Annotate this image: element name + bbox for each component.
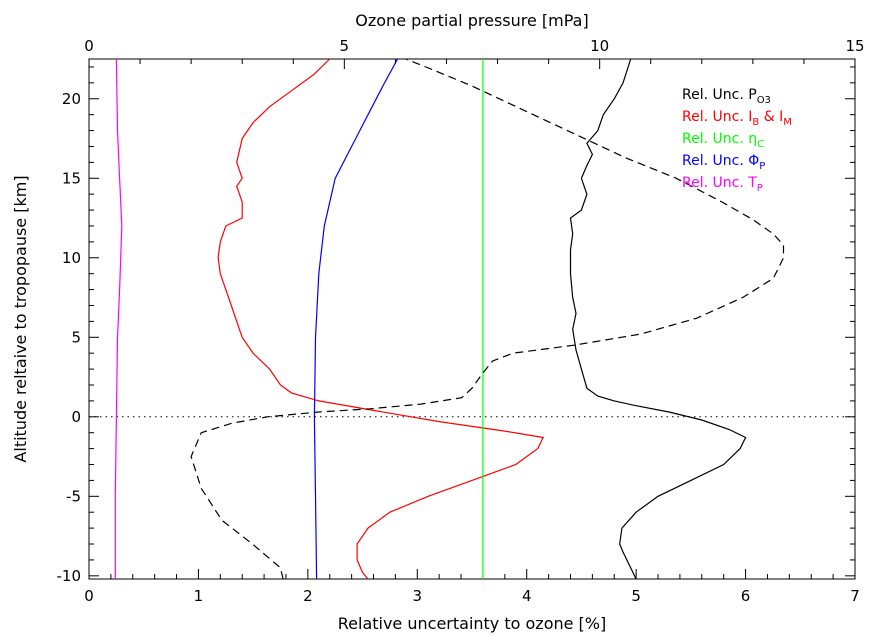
legend: Rel. Unc. PO3 Rel. Unc. IB & IM Rel. Unc. … xyxy=(682,87,792,194)
x-axis-title-top: Ozone partial pressure [mPa] xyxy=(355,11,588,30)
x-top-tick-label: 0 xyxy=(84,37,94,55)
axis-ticks xyxy=(88,59,856,579)
series-line-ozone xyxy=(190,58,785,580)
y-tick-label: 5 xyxy=(71,328,81,346)
series-line-phi_p xyxy=(313,58,399,580)
x-top-tick-label: 15 xyxy=(845,37,864,55)
x-bottom-tick-label: 3 xyxy=(413,587,423,605)
legend-entry-phi_p: Rel. Unc. ΦP xyxy=(682,153,765,172)
plot-frame xyxy=(88,58,856,580)
x-bottom-tick-label: 7 xyxy=(850,587,860,605)
series-line-p_o3 xyxy=(569,58,747,580)
y-tick-label: 10 xyxy=(62,249,81,267)
series-line-i_b_i_m xyxy=(217,58,544,580)
y-tick-label: 15 xyxy=(62,169,81,187)
legend-entry-p_o3: Rel. Unc. PO3 xyxy=(682,87,771,106)
y-tick-label: 20 xyxy=(62,90,81,108)
x-bottom-tick-label: 2 xyxy=(303,587,313,605)
legend-entry-eta_c: Rel. Unc. ηC xyxy=(682,131,764,150)
y-tick-label: -5 xyxy=(66,487,81,505)
x-axis-title-bottom: Relative uncertainty to ozone [%] xyxy=(338,614,606,633)
x-bottom-tick-label: 0 xyxy=(84,587,94,605)
y-tick-label: -10 xyxy=(57,567,82,585)
legend-entry-i_b_i_m: Rel. Unc. IB & IM xyxy=(682,109,792,128)
y-axis-title: Altitude reltaive to tropopause [km] xyxy=(11,175,30,462)
x-bottom-tick-label: 6 xyxy=(741,587,751,605)
x-bottom-tick-label: 5 xyxy=(631,587,641,605)
y-tick-label: 0 xyxy=(71,408,81,426)
x-bottom-tick-label: 4 xyxy=(522,587,532,605)
x-top-tick-label: 5 xyxy=(340,37,350,55)
legend-entry-t_p: Rel. Unc. TP xyxy=(682,175,763,194)
series-layer xyxy=(89,58,855,580)
series-line-t_p xyxy=(114,58,123,579)
x-bottom-tick-label: 1 xyxy=(194,587,204,605)
tick-labels: 0 1 2 3 4 5 6 7 0 5 10 15 -10 -5 0 5 10 15 20 xyxy=(57,37,865,605)
x-top-tick-label: 10 xyxy=(590,37,609,55)
